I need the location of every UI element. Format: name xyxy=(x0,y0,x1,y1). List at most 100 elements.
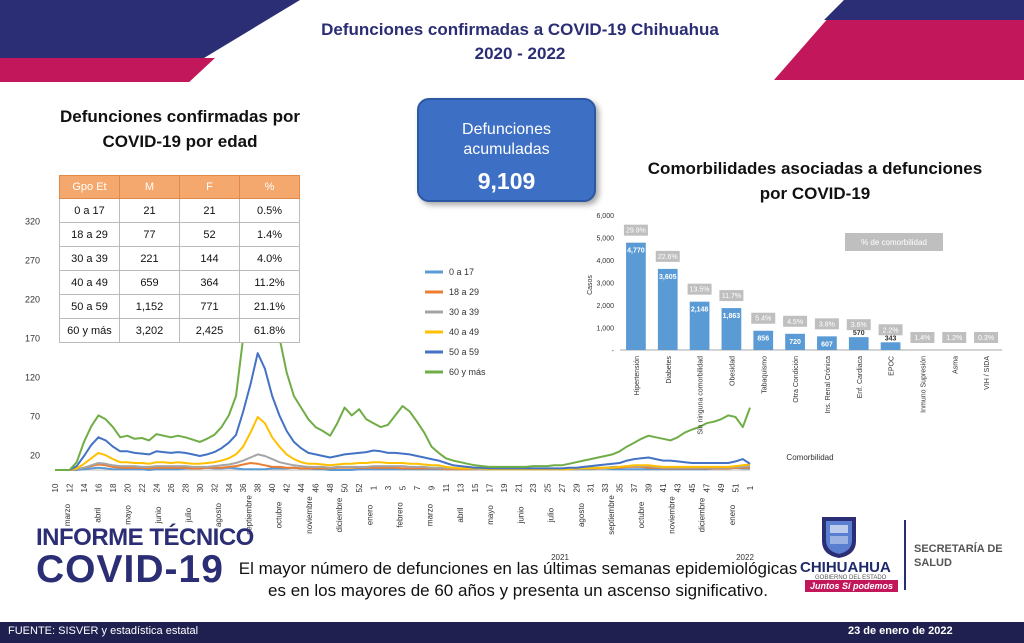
month-label: junio xyxy=(154,506,163,524)
month-label: julio xyxy=(547,507,556,523)
percent-badge xyxy=(942,332,967,343)
x-tick-label: 49 xyxy=(717,483,726,492)
table-row: 50 a 59 1,152 771 21.1% xyxy=(59,294,300,319)
summary-message-line2: es en los mayores de 60 años y presenta … xyxy=(268,581,768,600)
x-tick-label: 39 xyxy=(645,483,654,492)
bar-y-tick-label: 4,000 xyxy=(596,258,614,265)
state-logo-slogan: Juntos Sí podemos xyxy=(805,580,899,592)
bar-y-axis-title: Casos xyxy=(587,275,594,295)
table-header-row: Gpo Et M F % xyxy=(59,175,300,199)
percent-label: 22.6% xyxy=(658,254,678,261)
month-label: abril xyxy=(93,507,102,522)
percent-label: 5.4% xyxy=(755,316,771,323)
y-tick-label: 20 xyxy=(30,450,40,460)
bar-y-tick-label: 2,000 xyxy=(596,303,614,310)
bar-value-label: 343 xyxy=(885,335,897,342)
table-cell: 11.2% xyxy=(239,270,300,295)
bar-0 xyxy=(626,242,646,350)
bar-3 xyxy=(721,308,742,350)
x-tick-label: 43 xyxy=(674,483,683,492)
table-cell: 21.1% xyxy=(239,294,300,319)
month-label: diciembre xyxy=(335,497,344,532)
x-tick-label: 34 xyxy=(225,483,234,492)
x-tick-label: 35 xyxy=(616,483,625,492)
bar-category-label: VIH / SIDA xyxy=(984,356,991,390)
month-label: marzo xyxy=(426,503,435,526)
series-line-3 xyxy=(55,416,751,471)
percent-badge xyxy=(751,312,776,324)
table-cell: 3,202 xyxy=(119,318,180,343)
bar-y-tick-label: 3,000 xyxy=(596,281,614,288)
x-tick-label: 22 xyxy=(138,483,147,492)
bar-category-label: Diabetes xyxy=(666,356,673,384)
x-tick-label: 24 xyxy=(152,483,161,492)
bar-8 xyxy=(880,342,901,350)
legend-label: 50 a 59 xyxy=(449,347,479,357)
x-tick-label: 38 xyxy=(254,483,263,492)
bar-x-axis-title: Comorbilidad xyxy=(786,453,833,462)
bar-4 xyxy=(753,330,774,350)
x-tick-label: 33 xyxy=(601,483,610,492)
table-cell: 659 xyxy=(119,270,180,295)
page-title-line2: 2020 - 2022 xyxy=(474,44,566,63)
table-row: 40 a 49 659 364 11.2% xyxy=(59,270,300,295)
bar-7 xyxy=(848,337,869,350)
percent-label: 1.4% xyxy=(914,335,930,342)
x-tick-label: 50 xyxy=(341,483,350,492)
month-label: enero xyxy=(365,504,374,525)
percent-badge xyxy=(655,250,680,262)
month-label: marzo xyxy=(63,503,72,526)
month-label: septiembre xyxy=(244,495,253,535)
percent-badge xyxy=(878,324,903,336)
percent-label: 0.3% xyxy=(978,335,994,342)
x-tick-label: 44 xyxy=(297,483,306,492)
percent-label: 11.7% xyxy=(722,293,741,300)
x-tick-label: 40 xyxy=(268,483,277,492)
bar-category-label: Ins. Renal Crónica xyxy=(825,356,832,414)
bar-y-tick-label: 1,000 xyxy=(596,326,614,333)
legend-label: 18 a 29 xyxy=(449,287,479,297)
percent-badge xyxy=(623,224,648,236)
x-tick-label: 46 xyxy=(312,483,321,492)
table-row: 0 a 17 21 21 0.5% xyxy=(59,198,300,223)
x-tick-label: 41 xyxy=(659,483,668,492)
x-tick-label: 45 xyxy=(688,483,697,492)
month-label: enero xyxy=(728,504,737,525)
bar-value-label: 3,605 xyxy=(659,274,677,281)
percent-label: 4.5% xyxy=(787,319,803,326)
age-section-title: Defunciones confirmadas por COVID-19 por… xyxy=(40,104,320,154)
month-label: febrero xyxy=(396,502,405,528)
percent-label: 29.9% xyxy=(626,228,646,235)
y-tick-label: 170 xyxy=(25,334,40,344)
x-tick-label: 20 xyxy=(123,483,132,492)
x-tick-label: 23 xyxy=(529,483,538,492)
y-tick-label: 120 xyxy=(25,372,40,382)
health-secretariat-label: SECRETARÍA DE SALUD xyxy=(914,542,1003,570)
x-tick-label: 19 xyxy=(500,483,509,492)
table-cell: 2,425 xyxy=(179,318,240,343)
legend-label: 0 a 17 xyxy=(449,267,474,277)
x-tick-label: 42 xyxy=(283,483,292,492)
table-cell: 144 xyxy=(179,246,240,271)
bar-value-label: 607 xyxy=(821,341,833,348)
table-cell: 221 xyxy=(119,246,180,271)
state-shield-icon xyxy=(822,517,856,558)
bar-category-label: Enf. Cardiaca xyxy=(857,356,864,399)
bar-y-tick-label: 6,000 xyxy=(596,213,614,220)
y-tick-label: 220 xyxy=(25,295,40,305)
table-cell: 21 xyxy=(119,198,180,223)
percent-badge xyxy=(783,315,808,327)
table-cell: 1,152 xyxy=(119,294,180,319)
source-note: FUENTE: SISVER y estadística estatal xyxy=(8,625,199,637)
table-header-cell: F xyxy=(179,175,240,199)
x-tick-label: 52 xyxy=(355,483,364,492)
table-cell: 50 a 59 xyxy=(59,294,120,319)
header-banner-right-accent xyxy=(824,0,1024,20)
bar-category-label: Obesidad xyxy=(729,356,736,386)
table-cell: 0.5% xyxy=(239,198,300,223)
bar-category-label: Hipertensión xyxy=(634,356,641,395)
x-tick-label: 47 xyxy=(703,483,712,492)
table-row: 30 a 39 221 144 4.0% xyxy=(59,246,300,271)
x-tick-label: 18 xyxy=(109,483,118,492)
x-tick-label: 1 xyxy=(746,485,755,490)
